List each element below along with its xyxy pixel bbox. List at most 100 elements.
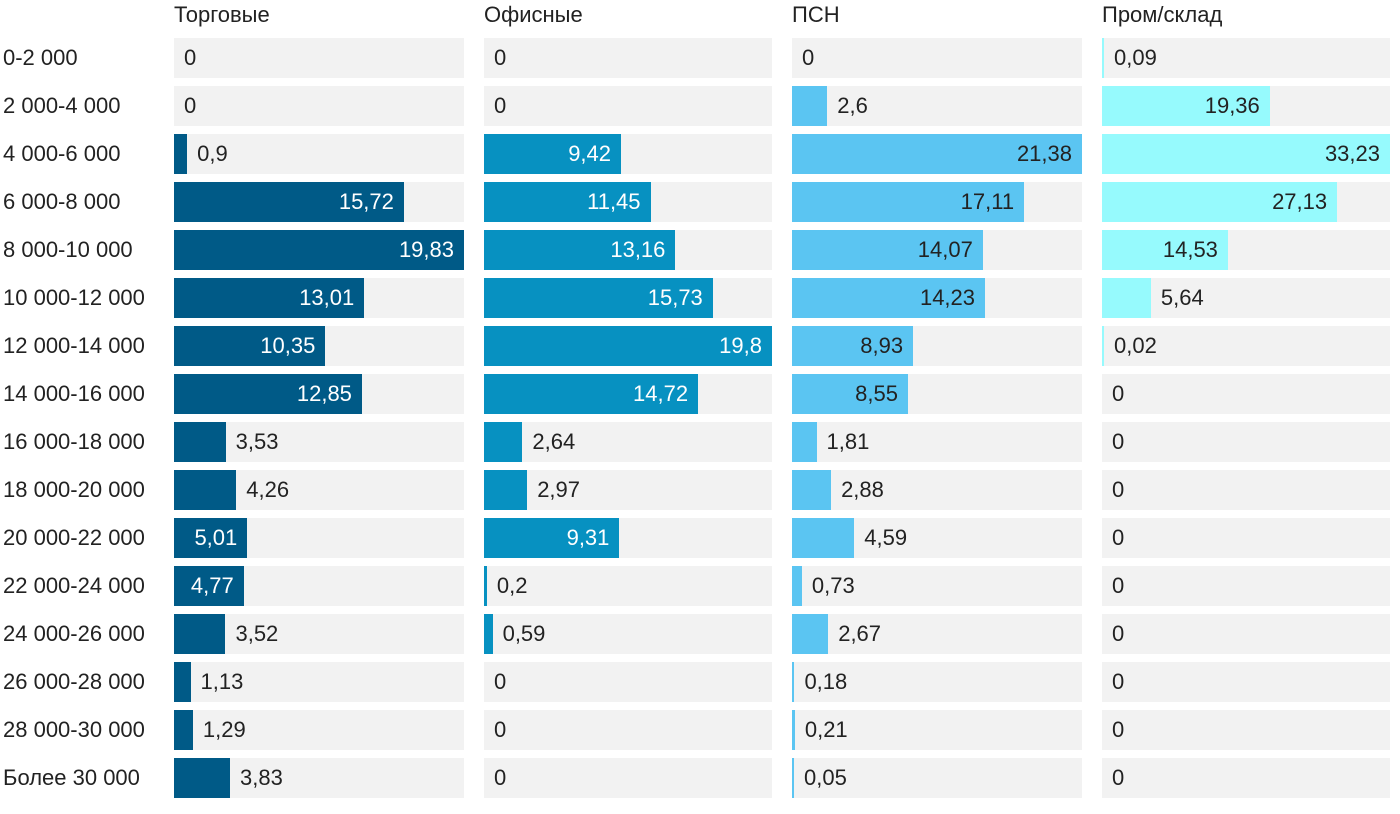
bar-track: 1,29 [174, 710, 464, 750]
bar [1102, 182, 1338, 222]
bar [792, 422, 817, 462]
category-label: 0-2 000 [3, 45, 78, 70]
data-label: 1,13 [200, 669, 244, 694]
bar-track: 14,72 [484, 374, 772, 414]
bar-track: 2,88 [792, 470, 1082, 510]
data-label: 2,6 [837, 93, 868, 118]
bar [174, 374, 362, 414]
bar-track: 5,64 [1102, 278, 1390, 318]
category-label: 22 000-24 000 [3, 573, 145, 598]
bar-track: 9,42 [484, 134, 772, 174]
bar-track: 0 [484, 86, 772, 126]
bar [174, 422, 226, 462]
bar [1102, 278, 1151, 318]
bar-track: 3,52 [174, 614, 464, 654]
bar-track: 14,53 [1102, 230, 1390, 270]
bar [484, 182, 651, 222]
bar-track: 15,72 [174, 182, 464, 222]
data-label: 14,07 [917, 237, 973, 262]
data-label: 0 [494, 45, 507, 70]
bar-track: 5,01 [174, 518, 464, 558]
category-label: 4 000-6 000 [3, 141, 121, 166]
data-label: 8,93 [860, 333, 904, 358]
bar-track: 0,18 [792, 662, 1082, 702]
bar [174, 230, 464, 270]
data-label: 10,35 [260, 333, 316, 358]
bar-track: 0,09 [1102, 38, 1390, 78]
data-label: 0 [494, 93, 507, 118]
bar-track: 0 [484, 758, 772, 798]
bar-track: 3,53 [174, 422, 464, 462]
category-label: 12 000-14 000 [3, 333, 145, 358]
data-label: 14,72 [633, 381, 689, 406]
bar [484, 470, 528, 510]
bar-track: 3,83 [174, 758, 464, 798]
data-label: 19,36 [1204, 93, 1260, 118]
bar [484, 230, 676, 270]
bar-track: 0 [484, 662, 772, 702]
bar-track: 1,13 [174, 662, 464, 702]
bar [174, 182, 404, 222]
data-label: 0 [1112, 381, 1125, 406]
data-label: 0,09 [1114, 45, 1157, 70]
bar [792, 662, 795, 702]
bar [792, 758, 794, 798]
data-label: 4,59 [864, 525, 908, 550]
data-label: 0,9 [197, 141, 228, 166]
bar-track: 12,85 [174, 374, 464, 414]
category-label: 26 000-28 000 [3, 669, 145, 694]
data-label: 0 [802, 45, 815, 70]
data-label: 19,83 [398, 237, 454, 262]
category-label: 20 000-22 000 [3, 525, 145, 550]
category-label: 18 000-20 000 [3, 477, 145, 502]
bar [174, 278, 365, 318]
category-label: 10 000-12 000 [3, 285, 145, 310]
data-label: 1,29 [202, 717, 246, 742]
bar [484, 566, 487, 606]
category-label: 28 000-30 000 [3, 717, 145, 742]
category-label: 16 000-18 000 [3, 429, 145, 454]
bar-track: 0 [1102, 662, 1390, 702]
category-label: 14 000-16 000 [3, 381, 145, 406]
data-label: 0,02 [1114, 333, 1157, 358]
bar-track: 0 [484, 38, 772, 78]
category-label: Более 30 000 [3, 765, 140, 790]
category-label: 8 000-10 000 [3, 237, 133, 262]
bar-track: 0 [1102, 710, 1390, 750]
bar-track: 0,2 [484, 566, 772, 606]
data-label: 0,2 [496, 573, 528, 598]
data-label: 15,73 [647, 285, 703, 310]
bar [174, 566, 244, 606]
bar-track: 4,77 [174, 566, 464, 606]
data-label: 5,01 [194, 525, 238, 550]
category-label: 24 000-26 000 [3, 621, 145, 646]
bar [484, 134, 622, 174]
data-label: 14,53 [1162, 237, 1218, 262]
data-label: 13,01 [299, 285, 355, 310]
bar [1102, 230, 1228, 270]
bar-track: 0 [1102, 614, 1390, 654]
data-label: 21,38 [1016, 141, 1072, 166]
bar [484, 422, 523, 462]
bar [1102, 134, 1390, 174]
bar-track: 19,36 [1102, 86, 1390, 126]
data-label: 0 [1112, 717, 1125, 742]
bar-track: 0 [1102, 758, 1390, 798]
bar [792, 374, 908, 414]
bar-track: 4,26 [174, 470, 464, 510]
data-label: 0,05 [804, 765, 847, 790]
bar-track: 2,67 [792, 614, 1082, 654]
bar [792, 134, 1082, 174]
bar [1102, 38, 1104, 78]
data-label: 4,77 [190, 573, 234, 598]
bar-track: 0 [1102, 470, 1390, 510]
bar-track: 0 [792, 38, 1082, 78]
data-label: 2,88 [841, 477, 884, 502]
bar-track: 8,93 [792, 326, 1082, 366]
bar [174, 518, 248, 558]
bar-track: 9,31 [484, 518, 772, 558]
data-label: 3,53 [235, 429, 279, 454]
data-label: 0,73 [811, 573, 855, 598]
data-label: 0 [494, 669, 507, 694]
